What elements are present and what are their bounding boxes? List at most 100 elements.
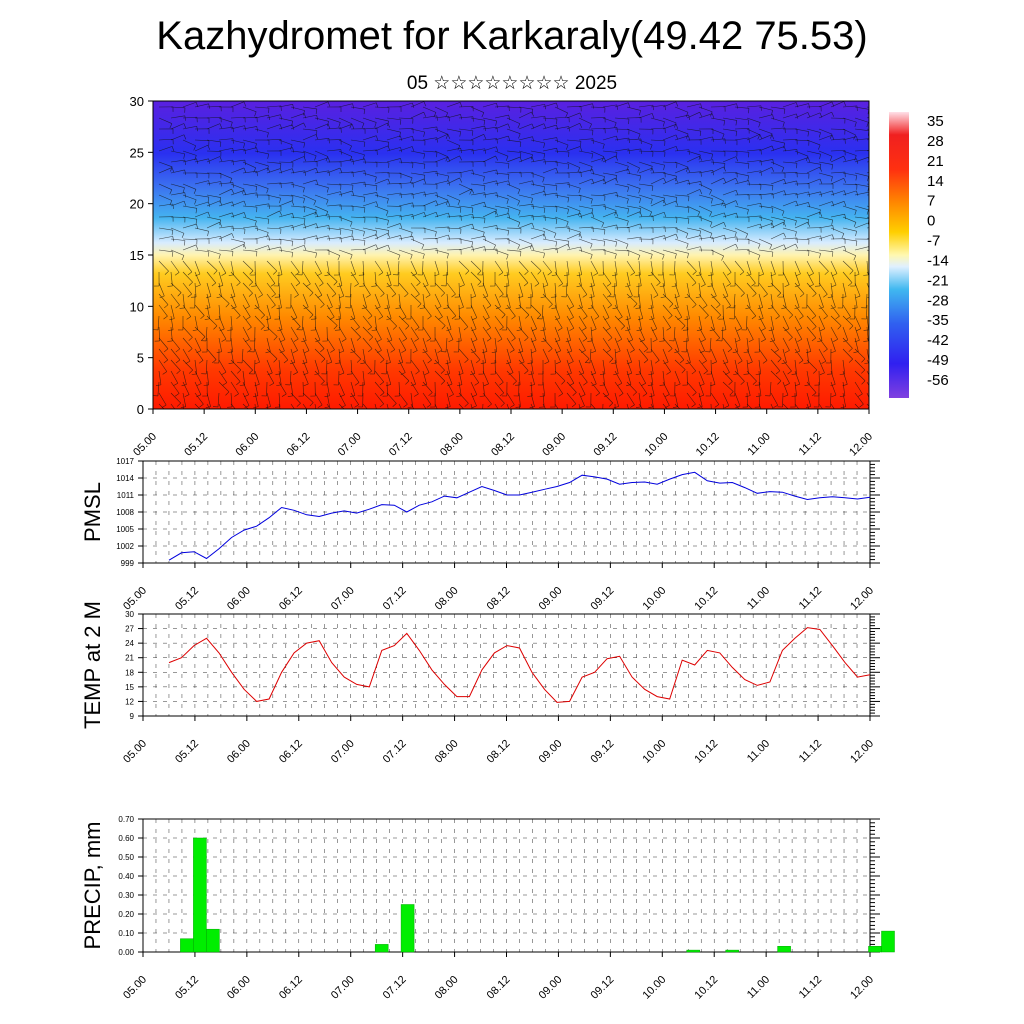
wind-barb-flag	[266, 132, 269, 138]
wind-barb	[254, 235, 269, 240]
wind-barb-flag	[649, 211, 652, 217]
wind-barb	[806, 161, 821, 165]
wind-barb	[338, 271, 343, 286]
wind-barb	[338, 171, 353, 174]
wind-barb-flag	[320, 348, 325, 353]
wind-barb-flag	[543, 123, 547, 129]
wind-barb-flag	[232, 226, 234, 232]
wind-barb	[650, 235, 665, 240]
wind-barb	[782, 271, 790, 285]
wind-barb	[350, 370, 360, 383]
wind-barb-flag	[555, 361, 561, 365]
wind-barb	[278, 168, 293, 174]
wind-barb	[794, 221, 808, 229]
wind-barb	[734, 249, 750, 251]
wind-barb-flag	[591, 328, 597, 332]
wind-barb	[722, 271, 731, 284]
wind-barb-flag	[761, 339, 766, 342]
wind-barb	[482, 348, 487, 363]
wind-barb-flag	[818, 132, 821, 138]
wind-barb-flag	[843, 155, 847, 161]
wind-barb	[194, 139, 209, 141]
wind-barb-flag	[846, 316, 851, 320]
wind-barb-flag	[618, 393, 624, 397]
wind-barb-flag	[567, 243, 571, 249]
wind-barb	[626, 172, 641, 177]
wind-barb-flag	[484, 202, 487, 208]
wind-barb-flag	[184, 169, 187, 175]
wind-barb	[794, 271, 800, 286]
wind-barb	[170, 183, 185, 189]
wind-barb	[626, 282, 633, 297]
wind-barb-flag	[556, 350, 561, 354]
wind-barb-flag	[755, 395, 762, 397]
wind-barb-flag	[200, 315, 205, 320]
wind-barb	[506, 348, 512, 363]
wind-barb	[566, 304, 574, 318]
wind-barb-flag	[832, 225, 834, 231]
wind-barb-flag	[604, 229, 606, 235]
wind-barb-flag	[723, 295, 729, 299]
wind-barb-flag	[533, 417, 538, 419]
wind-barb	[326, 348, 333, 363]
wind-barb	[830, 359, 833, 374]
wind-barb-flag	[880, 186, 881, 191]
wind-barb-flag	[699, 189, 703, 195]
wind-barb	[290, 337, 298, 351]
pmsl-line	[168, 471, 871, 561]
wind-barb-flag	[448, 339, 454, 343]
wind-barb	[566, 205, 581, 212]
wind-barb	[470, 370, 480, 383]
wind-barb	[290, 238, 306, 240]
wind-barb	[506, 117, 520, 124]
wind-barb-flag	[857, 393, 863, 397]
wind-barb	[410, 191, 425, 196]
wind-barb	[806, 112, 821, 119]
wind-barb	[434, 128, 449, 135]
wind-barb	[674, 128, 689, 135]
wind-barb-flag	[351, 230, 354, 236]
wind-barb	[854, 106, 869, 110]
wind-barb	[506, 370, 517, 382]
wind-barb	[254, 271, 257, 286]
wind-barb	[614, 102, 629, 108]
wind-barb-flag	[656, 282, 661, 287]
wind-barb-flag	[192, 329, 198, 331]
wind-barb	[326, 359, 328, 374]
wind-barb	[842, 337, 853, 349]
wind-barb	[422, 271, 429, 286]
wind-barb-flag	[755, 373, 761, 375]
wind-barb-flag	[416, 282, 421, 287]
wind-barb	[506, 216, 521, 223]
wind-barb	[746, 149, 761, 152]
wind-barb	[818, 190, 833, 196]
wind-barb	[386, 271, 392, 286]
wind-barb-flag	[593, 272, 598, 276]
wind-barb-flag	[255, 186, 258, 192]
wind-barb	[650, 139, 665, 142]
wind-barb	[278, 182, 293, 185]
wind-barb-flag	[172, 203, 174, 209]
wind-barb	[866, 326, 869, 341]
wind-barb-flag	[412, 273, 418, 277]
wind-barb	[830, 392, 832, 408]
wind-barb	[782, 326, 793, 338]
wind-barb	[770, 271, 774, 286]
wind-barb-flag	[231, 188, 235, 194]
wind-barb	[566, 161, 580, 168]
wind-barb-flag	[231, 306, 237, 310]
wind-barb-flag	[187, 271, 193, 276]
wind-barb	[518, 392, 521, 407]
wind-barb-flag	[301, 340, 307, 343]
wind-barb	[758, 106, 773, 111]
wind-barb-flag	[833, 339, 838, 342]
wind-barb	[278, 124, 293, 130]
wind-barb-flag	[579, 233, 583, 239]
wind-barb	[782, 227, 797, 232]
wind-barb-flag	[472, 223, 475, 229]
wind-barb	[482, 315, 491, 328]
wind-barb	[158, 359, 168, 372]
wind-barb	[806, 191, 821, 196]
y-tick-label: 0.00	[118, 948, 134, 957]
wind-barb-flag	[724, 202, 727, 209]
